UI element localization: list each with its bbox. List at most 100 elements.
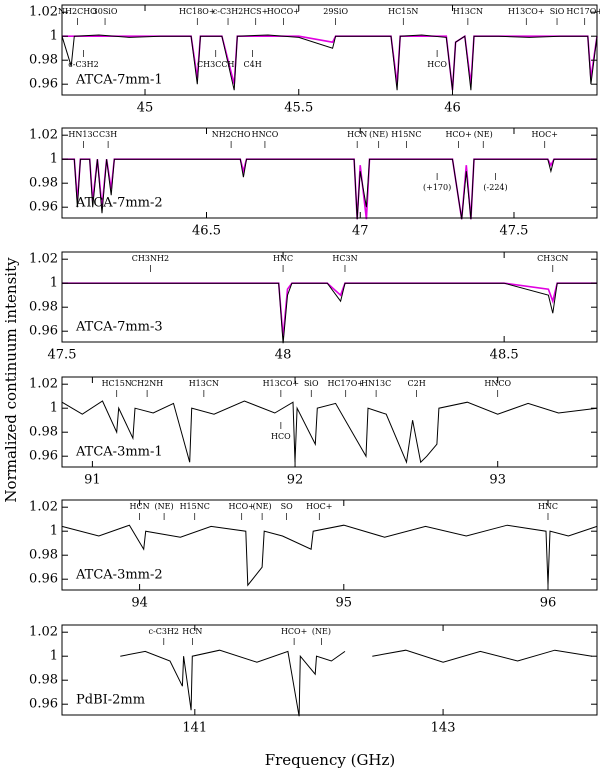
line-label: HN13C xyxy=(68,130,98,139)
line-label: HNCO xyxy=(484,379,511,388)
plot-frame xyxy=(61,251,598,343)
line-label: HCO+ xyxy=(281,627,307,636)
spectrum xyxy=(120,649,593,717)
y-tick-label: 1.02 xyxy=(29,252,58,267)
y-tick-label: 1.02 xyxy=(29,500,58,515)
y-tick-label: 1 xyxy=(50,29,58,44)
line-label: HNC xyxy=(538,502,558,511)
line-label: (NE) xyxy=(312,627,331,636)
panel-name: ATCA-3mm-2 xyxy=(75,568,163,583)
line-label: HC17O+ xyxy=(327,379,364,388)
spectrum xyxy=(62,158,597,220)
y-tick-label: 1.02 xyxy=(29,5,58,20)
y-tick-label: 1.02 xyxy=(29,377,58,392)
line-label: SO xyxy=(281,502,293,511)
line-label: c-C3H2 xyxy=(213,7,243,16)
line-label: HC17O+ xyxy=(566,7,600,16)
line-label: HC15N xyxy=(388,7,418,16)
x-tick-label: 47 xyxy=(352,224,369,239)
line-label: CH3NH2 xyxy=(132,254,169,263)
line-label: H13CO+ xyxy=(508,7,545,16)
plot-frame xyxy=(61,499,598,591)
panel-name: ATCA-7mm-2 xyxy=(75,196,163,211)
line-label: (-224) xyxy=(483,183,507,192)
y-axis-label: Normalized continuum intensity xyxy=(2,257,20,503)
line-label: C4H xyxy=(244,60,262,69)
line-label: NH2CHO xyxy=(58,7,97,16)
line-label: HC18O+ xyxy=(179,7,216,16)
line-label: HNC xyxy=(273,254,293,263)
panel-name: ATCA-7mm-3 xyxy=(75,320,163,335)
line-label: H13CN xyxy=(453,7,483,16)
plot-frame xyxy=(61,376,598,468)
line-label: HCS+ xyxy=(243,7,268,16)
line-label: H15NC xyxy=(391,130,421,139)
line-label: (+170) xyxy=(423,183,451,192)
line-label: 29SiO xyxy=(323,7,348,16)
line-label: HC15N xyxy=(102,379,132,388)
line-label: HCN xyxy=(182,627,202,636)
x-tick-label: 45.5 xyxy=(284,101,313,116)
line-label: (NE) xyxy=(369,130,388,139)
y-tick-label: 0.96 xyxy=(29,200,58,215)
line-label: HCN xyxy=(347,130,367,139)
y-tick-label: 0.96 xyxy=(29,324,58,339)
y-tick-label: 0.96 xyxy=(29,449,58,464)
line-label: HOC+ xyxy=(306,502,332,511)
y-tick-label: 1 xyxy=(50,276,58,291)
line-label: HCO+ xyxy=(445,130,471,139)
panel-name: PdBI-2mm xyxy=(76,693,145,708)
x-tick-label: 95 xyxy=(336,596,353,611)
panel-name: ATCA-3mm-1 xyxy=(75,445,163,460)
line-label: SiO xyxy=(304,379,319,388)
line-label: C2H xyxy=(408,379,426,388)
y-tick-label: 0.98 xyxy=(29,53,58,68)
line-label: (NE) xyxy=(474,130,493,139)
line-label: H15NC xyxy=(180,502,210,511)
line-label: HC3N xyxy=(332,254,357,263)
x-tick-label: 46.5 xyxy=(192,224,221,239)
y-tick-label: 1.02 xyxy=(29,625,58,640)
x-tick-label: 143 xyxy=(431,721,456,736)
x-tick-label: 46 xyxy=(444,101,461,116)
line-label: HNCO xyxy=(252,130,279,139)
y-tick-label: 1.02 xyxy=(29,128,58,143)
y-tick-label: 0.98 xyxy=(29,548,58,563)
x-tick-label: 93 xyxy=(489,473,506,488)
y-tick-label: 1 xyxy=(50,401,58,416)
spectrum xyxy=(61,524,598,587)
line-label: HCO xyxy=(427,60,447,69)
line-label: CH3CCH xyxy=(197,60,234,69)
x-tick-label: 92 xyxy=(287,473,304,488)
y-tick-label: 1 xyxy=(50,152,58,167)
y-tick-label: 0.96 xyxy=(29,77,58,92)
x-tick-label: 91 xyxy=(84,473,101,488)
line-label: SiO xyxy=(550,7,565,16)
plot-frame xyxy=(61,127,598,219)
y-tick-label: 0.98 xyxy=(29,300,58,315)
panel-name: ATCA-7mm-1 xyxy=(75,73,163,88)
line-label: HCO+ xyxy=(229,502,255,511)
x-tick-label: 47.5 xyxy=(48,348,77,363)
line-label: CH3CN xyxy=(537,254,568,263)
line-label: HN13C xyxy=(361,379,391,388)
y-tick-label: 0.96 xyxy=(29,697,58,712)
y-tick-label: 0.98 xyxy=(29,176,58,191)
line-label: HOC+ xyxy=(532,130,558,139)
y-tick-label: 1 xyxy=(50,524,58,539)
y-tick-label: 0.98 xyxy=(29,425,58,440)
y-tick-label: 0.96 xyxy=(29,572,58,587)
line-label: HCO xyxy=(271,432,291,441)
plot-frame xyxy=(61,4,598,96)
x-tick-label: 48 xyxy=(275,348,292,363)
plot-frame xyxy=(61,624,598,716)
x-tick-label: 141 xyxy=(182,721,207,736)
line-label: HCN xyxy=(130,502,150,511)
y-tick-label: 1 xyxy=(50,649,58,664)
x-axis-label: Frequency (GHz) xyxy=(265,751,396,769)
x-tick-label: 47.5 xyxy=(500,224,529,239)
line-label: NH2CHO xyxy=(212,130,251,139)
spectrum xyxy=(61,400,598,465)
spectrum xyxy=(61,34,598,91)
